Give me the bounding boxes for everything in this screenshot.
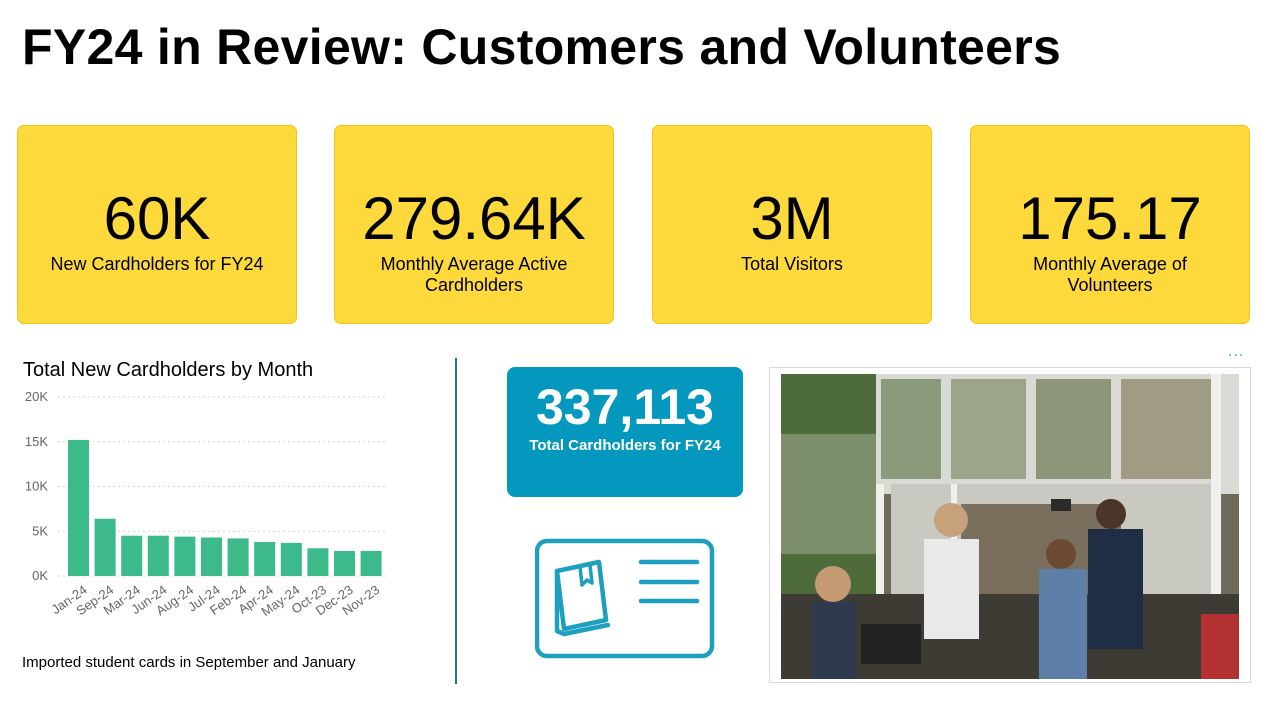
total-cardholders-value: 337,113 — [536, 379, 714, 435]
bar-jun-24[interactable] — [147, 535, 169, 576]
y-tick-label: 20K — [25, 389, 48, 404]
bar-may-24[interactable] — [280, 542, 302, 576]
bar-dec-23[interactable] — [334, 550, 355, 576]
kpi-label: New Cardholders for FY24 — [50, 254, 264, 274]
bar-oct-23[interactable] — [307, 548, 329, 576]
kpi-card-volunteers: 175.17 Monthly Average of Volunteers — [970, 125, 1250, 324]
library-entrance-photo — [781, 374, 1239, 679]
chart-note: Imported student cards in September and … — [22, 654, 356, 671]
y-tick-label: 10K — [25, 479, 48, 494]
chart-title: Total New Cardholders by Month — [23, 359, 314, 381]
bar-apr-24[interactable] — [254, 541, 276, 576]
kpi-label: Total Visitors — [741, 254, 843, 274]
bar-feb-24[interactable] — [227, 538, 249, 576]
bar-sep-24[interactable] — [94, 518, 116, 576]
bar-aug-24[interactable] — [174, 536, 196, 576]
bar-nov-23[interactable] — [360, 550, 382, 576]
bar-jul-24[interactable] — [201, 537, 222, 576]
kpi-label: Monthly Average of Volunteers — [1033, 254, 1187, 295]
kpi-card-total-visitors: 3M Total Visitors — [652, 125, 932, 324]
bar-jan-24[interactable] — [68, 439, 89, 576]
kpi-value: 60K — [103, 185, 211, 252]
section-divider — [455, 358, 457, 684]
kpi-value: 175.17 — [1018, 185, 1202, 252]
photo-frame — [769, 367, 1251, 683]
y-tick-label: 0K — [32, 568, 48, 583]
bar-chart: 0K5K10K15K20KJan-24Sep-24Mar-24Jun-24Aug… — [25, 389, 388, 619]
kpi-card-active-cardholders: 279.64K Monthly Average Active Cardholde… — [334, 125, 614, 324]
page-title: FY24 in Review: Customers and Volunteers — [22, 19, 1062, 75]
kpi-value: 279.64K — [362, 185, 586, 252]
kpi-value: 3M — [750, 185, 834, 252]
y-tick-label: 15K — [25, 434, 48, 449]
total-cardholders-card: 337,113 Total Cardholders for FY24 — [507, 367, 743, 497]
more-options-icon[interactable]: ... — [1228, 343, 1245, 360]
total-cardholders-label: Total Cardholders for FY24 — [529, 437, 721, 454]
kpi-card-new-cardholders: 60K New Cardholders for FY24 — [17, 125, 297, 324]
bar-mar-24[interactable] — [121, 535, 143, 576]
kpi-label: Monthly Average Active Cardholders — [380, 254, 568, 295]
y-tick-label: 5K — [32, 523, 48, 538]
library-card-icon — [535, 538, 715, 659]
